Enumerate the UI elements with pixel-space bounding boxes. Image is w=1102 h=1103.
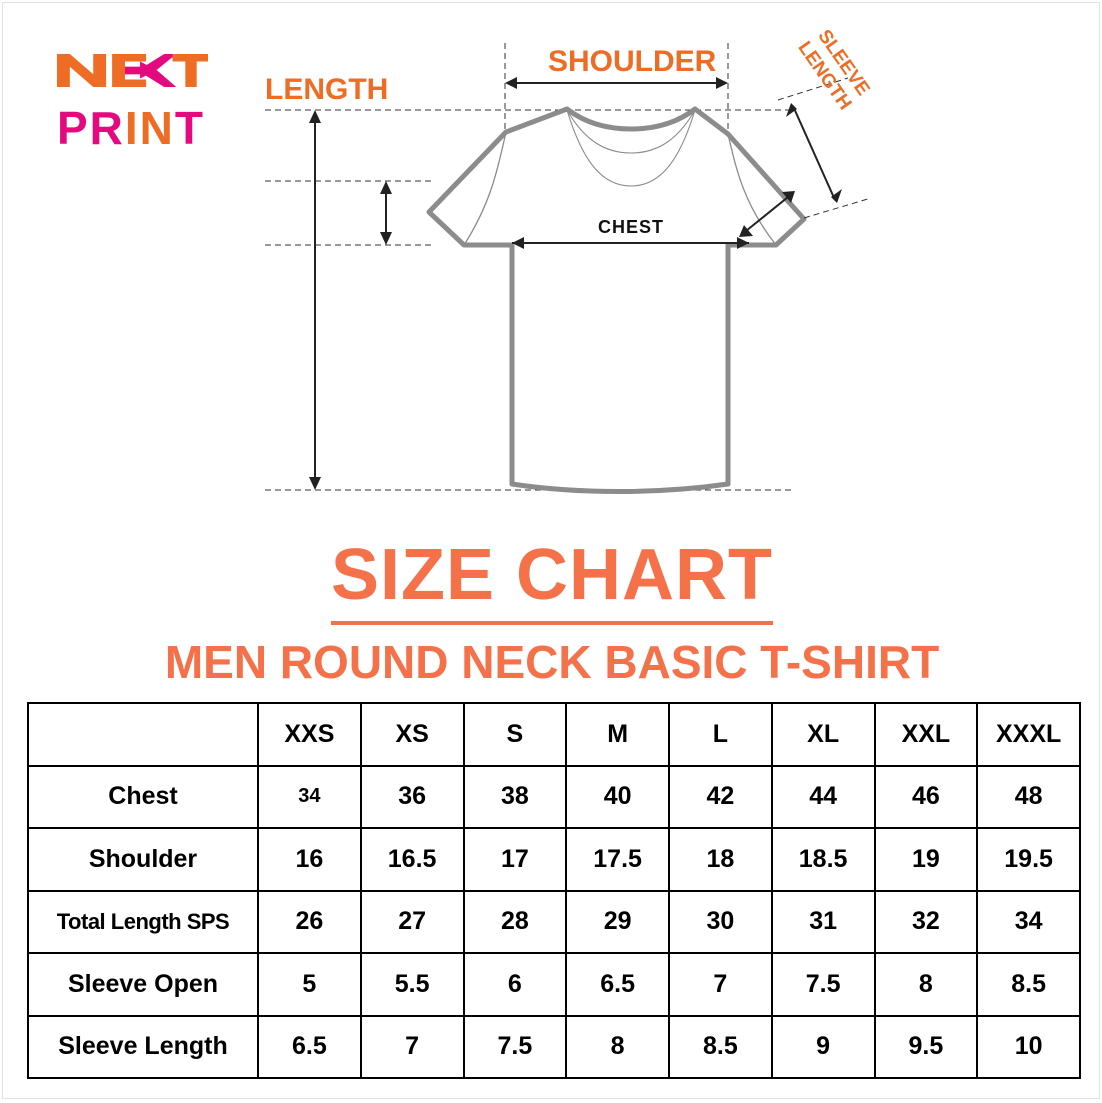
svg-text:CHEST: CHEST	[598, 217, 664, 237]
svg-text:SHOULDER: SHOULDER	[548, 45, 717, 78]
svg-text:LENGTH: LENGTH	[265, 73, 388, 106]
